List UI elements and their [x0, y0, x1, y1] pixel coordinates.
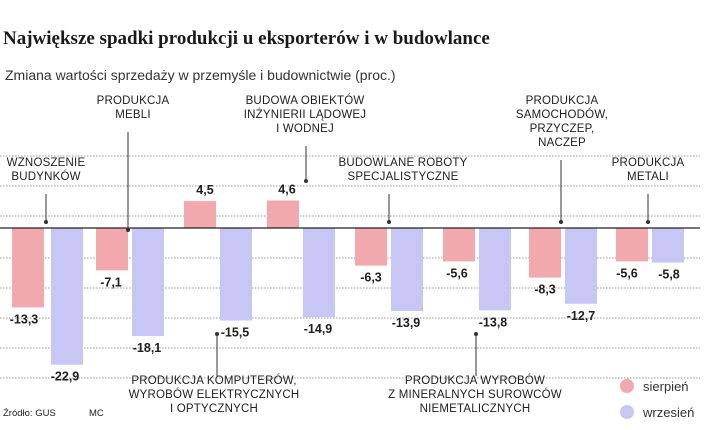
data-label: -22,9 — [51, 370, 80, 384]
data-label: 4,5 — [196, 183, 213, 197]
category-label: PRODUKCJA KOMPUTERÓW, WYROBÓW ELEKTRYCZNY… — [129, 374, 300, 415]
data-label: -12,7 — [567, 309, 596, 323]
category-label: PRODUKCJA WYROBÓW Z MINERALNYCH SUROWCÓW N… — [388, 374, 562, 415]
category-label: PRODUKCJA MEBLI — [97, 95, 170, 121]
bar — [51, 228, 83, 365]
data-label: -7,1 — [100, 275, 122, 289]
bar — [12, 228, 44, 308]
bar — [391, 228, 423, 311]
data-label: -15,5 — [221, 326, 250, 340]
data-label: -6,3 — [360, 271, 382, 285]
category-label: BUDOWA OBIEKTÓW INŻYNIERII LĄDOWEJ I WODNE… — [244, 94, 366, 135]
category-label: BUDOWLANE ROBOTY SPECJALISTYCZNE — [338, 157, 467, 183]
leader-dot — [304, 179, 308, 183]
bar — [132, 228, 164, 337]
category-label: WZNOSZENIE BUDYNKÓW — [7, 157, 86, 183]
leader-dot — [559, 220, 563, 224]
legend-entry: sierpień — [643, 379, 689, 394]
bar — [184, 201, 216, 228]
leader-dot — [646, 220, 650, 224]
bar — [303, 228, 335, 317]
data-label: -13,3 — [10, 312, 39, 326]
data-label: -18,1 — [133, 341, 162, 355]
leader-dot — [387, 220, 391, 224]
bar — [529, 228, 561, 278]
bar — [267, 200, 299, 228]
category-label: PRODUKCJA METALI — [612, 157, 685, 183]
credit-note: MC — [89, 408, 104, 419]
category-label: PRODUKCJA SAMOCHODÓW, PRZYCZEP, NACZEP — [516, 95, 608, 149]
bar — [96, 228, 128, 271]
data-label: -8,3 — [534, 283, 556, 297]
leader-dot — [474, 332, 478, 336]
chart-subtitle: Zmiana wartości sprzedaży w przemyśle i … — [5, 67, 396, 83]
data-label: -5,6 — [616, 266, 638, 280]
data-label: -14,9 — [304, 322, 333, 336]
bar — [479, 228, 511, 311]
bar — [443, 228, 475, 262]
bar — [355, 228, 387, 266]
bar — [616, 228, 648, 262]
legend-entry: wrzesień — [642, 405, 694, 420]
data-label: 4,6 — [278, 183, 295, 197]
data-label: -13,9 — [392, 316, 421, 330]
legend-swatch — [620, 379, 634, 393]
bar — [220, 228, 252, 321]
chart-title: Największe spadki produkcji u eksporteró… — [3, 28, 490, 49]
source-note: Źródło: GUS — [3, 408, 56, 419]
bar — [652, 228, 684, 263]
data-label: -13,8 — [479, 315, 508, 329]
leader-dot — [44, 220, 48, 224]
legend-swatch — [620, 405, 634, 419]
leader-dot — [215, 332, 219, 336]
data-label: -5,8 — [658, 268, 680, 282]
data-label: -5,6 — [446, 266, 468, 280]
leader-dot — [126, 228, 130, 232]
bar — [565, 228, 597, 304]
